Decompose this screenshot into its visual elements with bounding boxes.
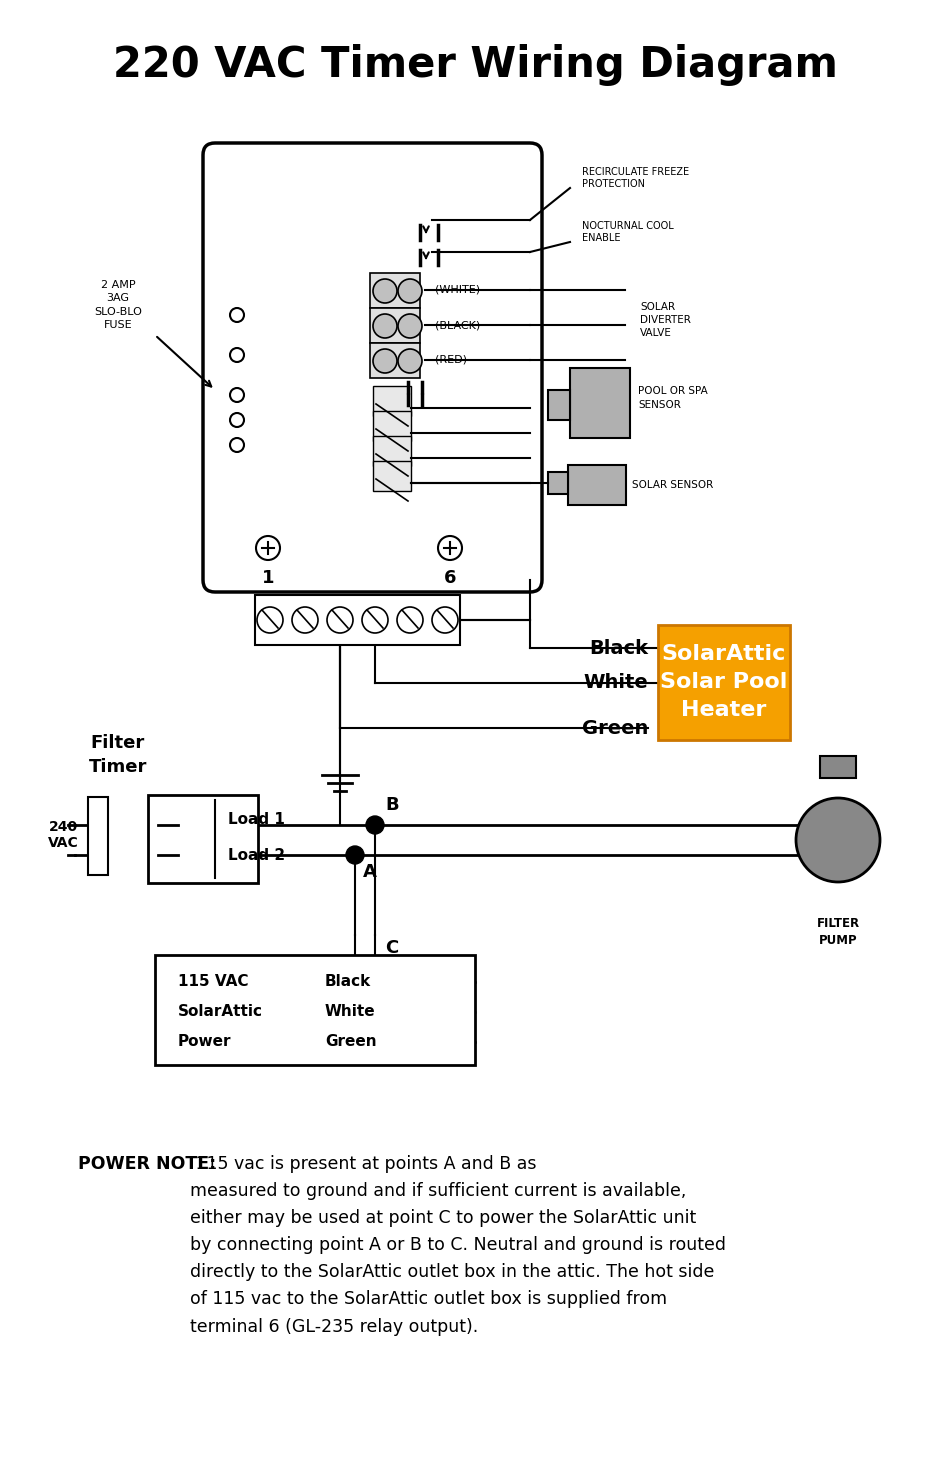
Text: 220 VAC Timer Wiring Diagram: 220 VAC Timer Wiring Diagram [112,44,838,87]
Circle shape [432,606,458,633]
Text: SOLAR
DIVERTER
VALVE: SOLAR DIVERTER VALVE [640,302,691,338]
Text: POWER NOTE:: POWER NOTE: [78,1155,217,1173]
Bar [570,368,630,437]
Circle shape [362,606,388,633]
Text: Green: Green [325,1035,376,1050]
Bar [88,797,108,875]
Text: Power: Power [178,1035,232,1050]
Text: FILTER
PUMP: FILTER PUMP [816,918,860,947]
Text: 1: 1 [262,570,275,587]
Bar [658,625,790,740]
Circle shape [398,279,422,302]
Circle shape [230,348,244,363]
Text: SolarAttic
Solar Pool
Heater: SolarAttic Solar Pool Heater [660,644,788,721]
Bar [370,308,420,344]
Text: NOCTURNAL COOL
ENABLE: NOCTURNAL COOL ENABLE [582,220,674,244]
Text: SolarAttic: SolarAttic [178,1004,263,1019]
Bar [820,756,856,778]
Text: (BLACK): (BLACK) [435,320,481,330]
Circle shape [230,388,244,402]
Text: 115 VAC: 115 VAC [178,975,249,989]
Bar [373,411,411,440]
Circle shape [292,606,318,633]
Circle shape [257,606,283,633]
Text: (RED): (RED) [435,355,467,366]
Text: Filter
Timer: Filter Timer [88,734,147,775]
Bar [548,390,570,420]
Bar [373,436,411,465]
FancyBboxPatch shape [203,142,542,592]
Text: 115 vac is present at points A and B as
measured to ground and if sufficient cur: 115 vac is present at points A and B as … [190,1155,726,1336]
Text: Black: Black [325,975,371,989]
Bar [148,796,258,882]
Text: Green: Green [581,718,648,737]
Text: Load 1: Load 1 [228,812,285,828]
Bar [568,465,626,505]
Text: Black: Black [589,639,648,658]
Circle shape [398,349,422,373]
Bar [370,344,420,377]
Text: Load 2: Load 2 [228,847,285,863]
Circle shape [366,816,384,834]
Circle shape [346,846,364,865]
Circle shape [230,413,244,427]
Circle shape [438,536,462,559]
Text: B: B [385,796,399,813]
Text: A: A [363,863,377,881]
Circle shape [230,308,244,321]
Bar [255,595,460,644]
Circle shape [327,606,353,633]
Text: 2 AMP
3AG
SLO-BLO
FUSE: 2 AMP 3AG SLO-BLO FUSE [94,280,142,330]
Bar [155,956,475,1064]
Text: 6: 6 [444,570,456,587]
Circle shape [373,349,397,373]
Circle shape [373,279,397,302]
Circle shape [397,606,423,633]
Text: C: C [385,940,398,957]
Text: (WHITE): (WHITE) [435,285,480,295]
Circle shape [796,799,880,882]
Text: White: White [325,1004,375,1019]
Circle shape [398,314,422,338]
Bar [373,461,411,490]
Circle shape [230,437,244,452]
Text: SOLAR SENSOR: SOLAR SENSOR [632,480,713,490]
Text: RECIRCULATE FREEZE
PROTECTION: RECIRCULATE FREEZE PROTECTION [582,167,689,189]
Text: White: White [583,674,648,693]
Text: POOL OR SPA
SENSOR: POOL OR SPA SENSOR [638,386,708,410]
Circle shape [373,314,397,338]
Bar [548,473,568,495]
Text: 240
VAC: 240 VAC [48,821,78,850]
Bar [373,386,411,415]
Bar [370,273,420,308]
Circle shape [256,536,280,559]
